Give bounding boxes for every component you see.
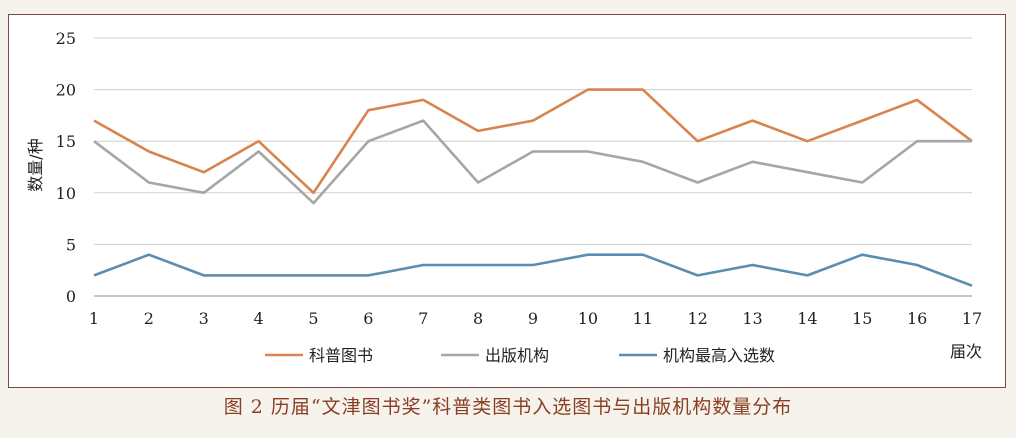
gridlines bbox=[94, 37, 972, 297]
y-tick-label: 20 bbox=[56, 81, 76, 100]
x-tick-label: 12 bbox=[687, 309, 707, 328]
legend: 科普图书 出版机构 机构最高入选数 bbox=[265, 346, 775, 365]
figure-caption: 图 2 历届“文津图书奖”科普类图书入选图书与出版机构数量分布 bbox=[223, 396, 793, 418]
y-tick-label: 15 bbox=[56, 132, 76, 151]
x-tick-label: 8 bbox=[473, 309, 483, 328]
x-tick-label: 17 bbox=[962, 309, 982, 328]
x-tick-label: 15 bbox=[852, 309, 872, 328]
y-tick-labels: 0 5 10 15 20 25 bbox=[56, 29, 76, 306]
x-tick-label: 5 bbox=[308, 309, 318, 328]
x-tick-label: 1 bbox=[89, 309, 99, 328]
x-tick-label: 6 bbox=[363, 309, 373, 328]
y-axis-title: 数量/种 bbox=[26, 138, 45, 191]
y-tick-label: 5 bbox=[66, 235, 76, 254]
x-tick-label: 13 bbox=[742, 309, 762, 328]
x-tick-labels: 1 2 3 4 5 6 7 8 9 10 11 12 13 14 15 16 17 bbox=[89, 309, 982, 328]
series-line-1 bbox=[93, 88, 973, 195]
x-tick-label: 16 bbox=[907, 309, 927, 328]
x-tick-label: 14 bbox=[797, 309, 817, 328]
y-tick-label: 10 bbox=[56, 184, 76, 203]
series-line-3 bbox=[93, 253, 973, 287]
legend-label-1: 科普图书 bbox=[309, 346, 373, 365]
series-lines bbox=[93, 88, 973, 287]
x-tick-label: 9 bbox=[528, 309, 538, 328]
x-tick-label: 11 bbox=[633, 309, 653, 328]
chart-frame bbox=[8, 14, 1006, 388]
x-tick-label: 4 bbox=[254, 309, 264, 328]
series-line-2 bbox=[93, 119, 972, 205]
x-tick-label: 3 bbox=[199, 309, 209, 328]
x-tick-label: 7 bbox=[418, 309, 428, 328]
x-tick-label: 10 bbox=[578, 309, 598, 328]
legend-label-3: 机构最高入选数 bbox=[663, 346, 775, 365]
y-tick-label: 25 bbox=[56, 29, 76, 48]
legend-label-2: 出版机构 bbox=[485, 346, 549, 365]
x-axis-title: 届次 bbox=[950, 342, 982, 361]
x-tick-label: 2 bbox=[144, 309, 154, 328]
y-tick-label: 0 bbox=[66, 287, 76, 306]
